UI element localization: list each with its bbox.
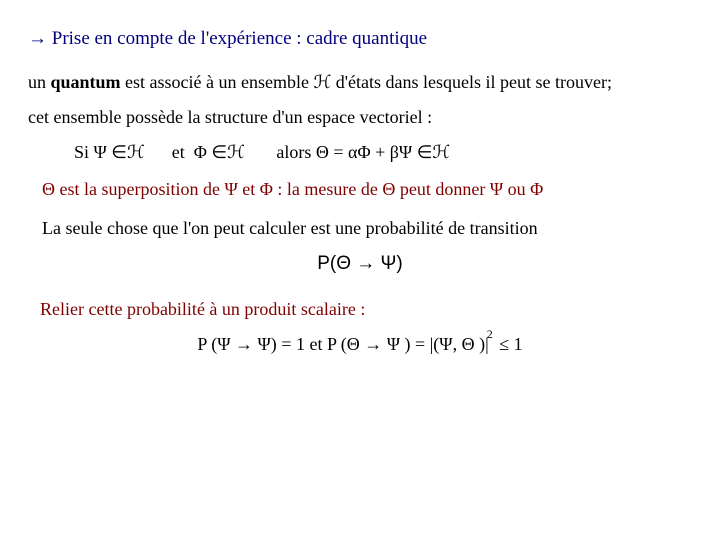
formula-et: et Φ ∈ℋ	[172, 142, 245, 163]
prob-eq-exponent: 2	[487, 327, 493, 341]
prob-eq-part-a: P (Ψ → Ψ) = 1 et P (Θ → Ψ ) = |(Ψ, Θ )|	[197, 334, 488, 354]
formula-superposition: Si Ψ ∈ℋ et Φ ∈ℋ alors Θ = αΦ + βΨ ∈ℋ	[74, 142, 692, 163]
text-post: d'états dans lesquels il peut se trouver…	[331, 72, 612, 92]
text-mid: est associé à un ensemble	[121, 72, 314, 92]
formula-gap2	[245, 142, 277, 163]
line-superposition-desc: Θ est la superposition de Ψ et Φ : la me…	[42, 179, 692, 200]
line-vectorspace: cet ensemble possède la structure d'un e…	[28, 107, 692, 128]
prob-eq-part-b: ≤ 1	[495, 334, 523, 354]
slide-title: → Prise en compte de l'expérience : cadr…	[28, 28, 692, 50]
probability-expression: P(Θ → Ψ)	[28, 253, 692, 275]
text-quantum-bold: quantum	[51, 72, 121, 92]
formula-alors: alors Θ = αΦ + βΨ ∈ℋ	[276, 142, 450, 163]
formula-gap1	[145, 142, 172, 163]
probability-equation: P (Ψ → Ψ) = 1 et P (Θ → Ψ ) = |(Ψ, Θ )|2…	[28, 334, 692, 355]
line-quantum: un quantum est associé à un ensemble ℋ d…	[28, 72, 692, 93]
text-pre: un	[28, 72, 51, 92]
hilbert-symbol: ℋ	[313, 72, 331, 92]
formula-si: Si Ψ ∈ℋ	[74, 142, 145, 163]
line-probability-intro: La seule chose que l'on peut calculer es…	[42, 218, 692, 239]
line-relier: Relier cette probabilité à un produit sc…	[40, 299, 692, 320]
